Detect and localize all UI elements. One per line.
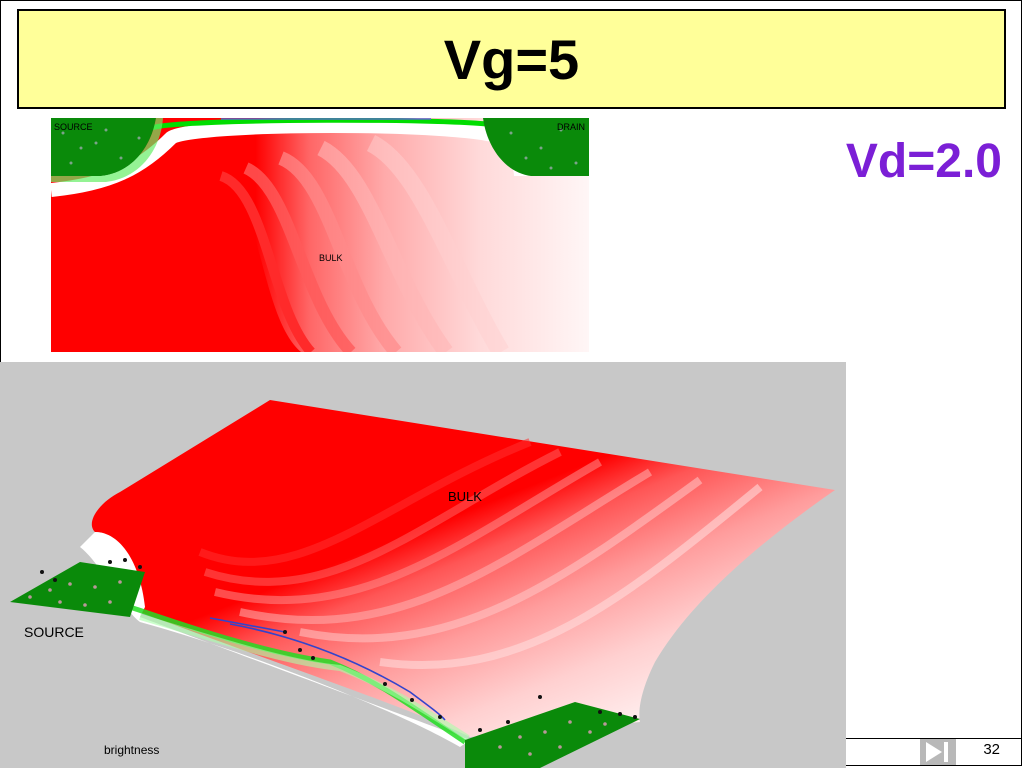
gate-edge-line xyxy=(229,623,446,721)
potential-3d-plot: BULK SOURCE brightness xyxy=(0,362,846,768)
contour-band xyxy=(51,171,301,352)
drain-label: DRAIN xyxy=(556,122,585,132)
source-label: SOURCE xyxy=(54,122,93,132)
drain-speckles xyxy=(498,720,607,756)
bulk-label: BULK xyxy=(319,253,343,263)
mesh-nodes xyxy=(283,630,442,719)
slide-nav-bar: 32 xyxy=(846,738,1022,766)
source-speckles xyxy=(28,580,122,607)
potential-3d-svg xyxy=(10,400,835,768)
drain-nodes xyxy=(478,695,637,732)
source-contact xyxy=(51,118,156,176)
dopant-speckles xyxy=(61,128,578,170)
source-nodes xyxy=(40,558,142,582)
source-junction xyxy=(51,118,163,182)
slide-title: Vg=5 xyxy=(443,27,580,91)
potential-surface xyxy=(91,400,835,737)
bulk-label-3d: BULK xyxy=(448,489,482,504)
source-contact xyxy=(10,562,145,617)
contour-band xyxy=(316,140,453,352)
title-box: Vg=5 xyxy=(17,9,1006,109)
source-label-3d: SOURCE xyxy=(24,624,84,640)
inversion-layer xyxy=(150,118,502,131)
nav-divider xyxy=(846,738,1022,739)
drain-voltage-label: Vd=2.0 xyxy=(845,135,1002,188)
surface-contours xyxy=(198,438,763,670)
play-next-icon xyxy=(926,742,948,762)
gate-edge-line xyxy=(209,617,286,633)
drain-contact xyxy=(483,118,589,176)
channel-surface xyxy=(80,532,470,747)
contour-band xyxy=(277,151,402,352)
inversion-glow xyxy=(139,614,470,741)
contour-band xyxy=(243,162,356,352)
contour-band xyxy=(366,134,509,352)
brightness-label: brightness xyxy=(104,743,160,757)
inversion-layer xyxy=(129,604,467,745)
drain-contact xyxy=(465,702,640,768)
potential-2d-plot: SOURCE DRAIN BULK xyxy=(51,118,589,352)
next-slide-button[interactable] xyxy=(920,739,956,765)
potential-2d-svg xyxy=(51,118,589,352)
page-number: 32 xyxy=(983,741,1000,758)
contour-band xyxy=(218,171,315,352)
